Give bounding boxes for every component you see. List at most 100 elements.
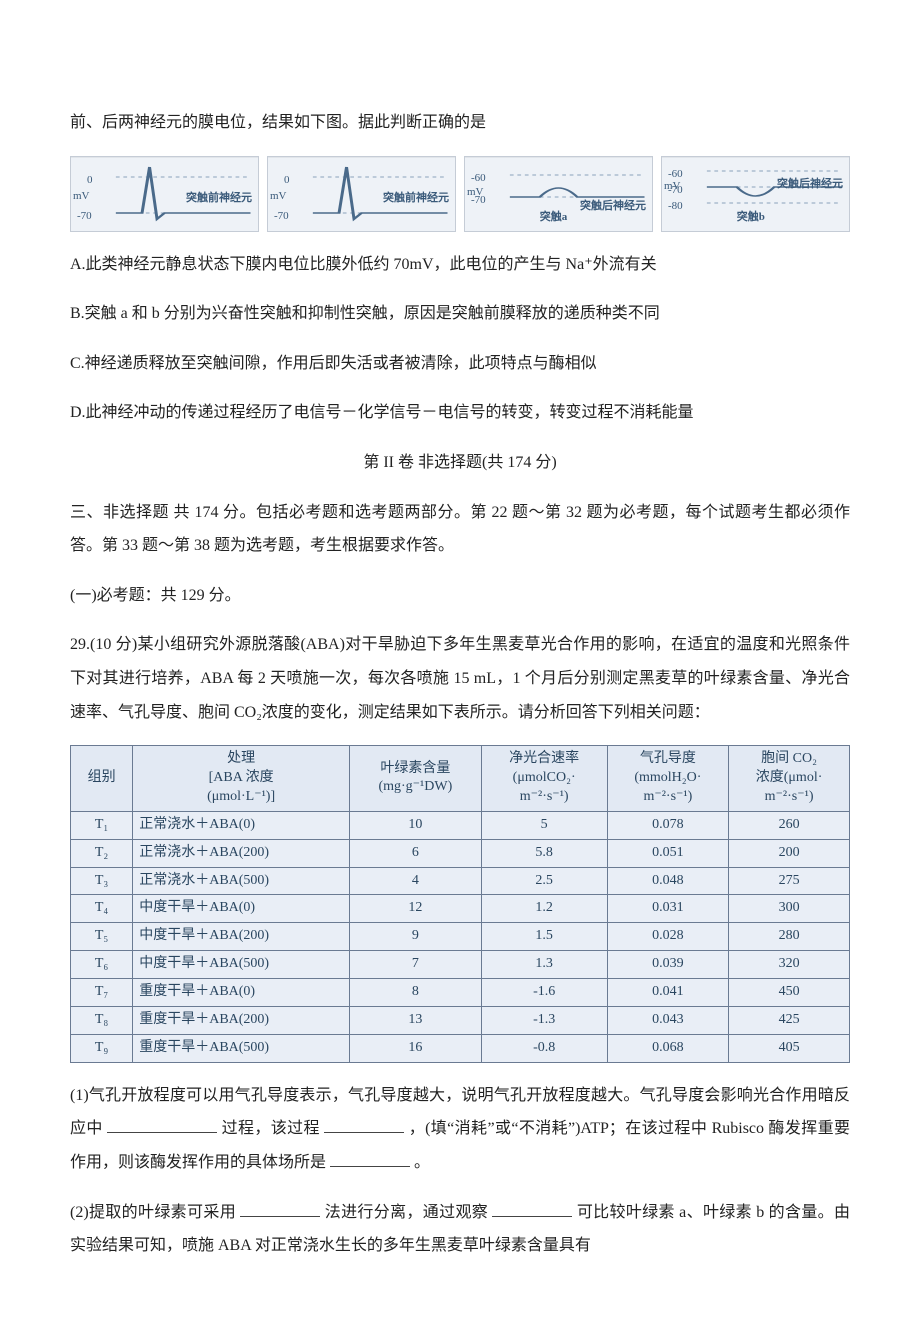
figure-panel-1: 0 mV -70 突触前神经元 — [70, 156, 259, 232]
table-cell: T₃ — [71, 867, 133, 895]
table-row: T₂正常浇水＋ABA(200)65.80.051200 — [71, 839, 850, 867]
table-cell: 320 — [729, 951, 850, 979]
table-cell: 450 — [729, 979, 850, 1007]
table-row: T₄中度干旱＋ABA(0)121.20.031300 — [71, 895, 850, 923]
table-cell: 重度干旱＋ABA(500) — [133, 1034, 350, 1062]
axis-tick: -80 — [668, 195, 683, 218]
table-cell: 0.048 — [607, 867, 729, 895]
table-cell: 6 — [350, 839, 482, 867]
table-cell: -1.3 — [481, 1007, 607, 1035]
table-cell: 13 — [350, 1007, 482, 1035]
table-cell: 0.051 — [607, 839, 729, 867]
th-pn: 净光合速率 (μmolCO₂· m⁻²·s⁻¹) — [481, 746, 607, 812]
table-cell: 275 — [729, 867, 850, 895]
table-cell: 8 — [350, 979, 482, 1007]
data-table: 组别 处理 [ABA 浓度 (μmol·L⁻¹)] 叶绿素含量 (mg·g⁻¹D… — [70, 745, 850, 1063]
table-cell: 正常浇水＋ABA(200) — [133, 839, 350, 867]
table-row: T₇重度干旱＋ABA(0)8-1.60.041450 — [71, 979, 850, 1007]
table-cell: 正常浇水＋ABA(0) — [133, 811, 350, 839]
q29-stem: 29.(10 分)某小组研究外源脱落酸(ABA)对干旱胁迫下多年生黑麦草光合作用… — [70, 628, 850, 729]
table-cell: 2.5 — [481, 867, 607, 895]
table-row: T₁正常浇水＋ABA(0)1050.078260 — [71, 811, 850, 839]
table-cell: 200 — [729, 839, 850, 867]
option-b: B.突触 a 和 b 分别为兴奋性突触和抑制性突触，原因是突触前膜释放的递质种类… — [70, 297, 850, 331]
exam-page: 前、后两神经元的膜电位，结果如下图。据此判断正确的是 0 mV -70 突触前神… — [0, 0, 920, 1339]
blank — [330, 1151, 410, 1167]
table-cell: 405 — [729, 1034, 850, 1062]
th-gs: 气孔导度 (mmolH₂O· m⁻²·s⁻¹) — [607, 746, 729, 812]
figure-panel-3: -60 mV -70 突触后神经元 突触a — [464, 156, 653, 232]
table-cell: 正常浇水＋ABA(500) — [133, 867, 350, 895]
figure-panel-4: -60 mV -70 -80 突触后神经元 突触b — [661, 156, 850, 232]
table-cell: 0.078 — [607, 811, 729, 839]
table-cell: -0.8 — [481, 1034, 607, 1062]
q29-sub1: (1)气孔开放程度可以用气孔导度表示，气孔导度越大，说明气孔开放程度越大。气孔导… — [70, 1079, 850, 1180]
table-row: T₈重度干旱＋ABA(200)13-1.30.043425 — [71, 1007, 850, 1035]
table-cell: 0.041 — [607, 979, 729, 1007]
table-cell: 0.028 — [607, 923, 729, 951]
panel-caption: 突触a — [540, 206, 568, 229]
table-row: T₆中度干旱＋ABA(500)71.30.039320 — [71, 951, 850, 979]
table-cell: 10 — [350, 811, 482, 839]
table-row: T₅中度干旱＋ABA(200)91.50.028280 — [71, 923, 850, 951]
panel-label: 突触后神经元 — [580, 195, 646, 218]
table-cell: T₇ — [71, 979, 133, 1007]
figure-panel-2: 0 mV -70 突触前神经元 — [267, 156, 456, 232]
table-cell: 中度干旱＋ABA(200) — [133, 923, 350, 951]
th-group: 组别 — [71, 746, 133, 812]
table-cell: 425 — [729, 1007, 850, 1035]
table-cell: 280 — [729, 923, 850, 951]
section-2-title: 第 II 卷 非选择题(共 174 分) — [70, 446, 850, 480]
table-cell: 5.8 — [481, 839, 607, 867]
th-treatment: 处理 [ABA 浓度 (μmol·L⁻¹)] — [133, 746, 350, 812]
panel-label: 突触前神经元 — [383, 187, 449, 210]
blank — [107, 1117, 217, 1133]
table-cell: 0.039 — [607, 951, 729, 979]
table-cell: 260 — [729, 811, 850, 839]
table-cell: 0.031 — [607, 895, 729, 923]
panel-label: 突触前神经元 — [186, 187, 252, 210]
axis-tick: -70 — [274, 205, 289, 228]
table-cell: T₈ — [71, 1007, 133, 1035]
table-cell: T₉ — [71, 1034, 133, 1062]
option-c: C.神经递质释放至突触间隙，作用后即失活或者被清除，此项特点与酶相似 — [70, 347, 850, 381]
table-cell: 中度干旱＋ABA(0) — [133, 895, 350, 923]
table-cell: 1.5 — [481, 923, 607, 951]
axis-tick: -70 — [471, 189, 486, 212]
table-cell: T₆ — [71, 951, 133, 979]
table-cell: 7 — [350, 951, 482, 979]
table-body: T₁正常浇水＋ABA(0)1050.078260T₂正常浇水＋ABA(200)6… — [71, 811, 850, 1062]
figure-row: 0 mV -70 突触前神经元 0 mV -70 突触前神经元 -60 — [70, 156, 850, 232]
table-cell: 1.2 — [481, 895, 607, 923]
required-line: (一)必考题：共 129 分。 — [70, 579, 850, 613]
table-cell: 0.043 — [607, 1007, 729, 1035]
table-row: T₉重度干旱＋ABA(500)16-0.80.068405 — [71, 1034, 850, 1062]
section-3-intro: 三、非选择题 共 174 分。包括必考题和选考题两部分。第 22 题～第 32 … — [70, 496, 850, 563]
table-cell: 重度干旱＋ABA(0) — [133, 979, 350, 1007]
table-cell: 300 — [729, 895, 850, 923]
panel-caption: 突触b — [737, 206, 765, 229]
intro-line: 前、后两神经元的膜电位，结果如下图。据此判断正确的是 — [70, 106, 850, 140]
option-d: D.此神经冲动的传递过程经历了电信号－化学信号－电信号的转变，转变过程不消耗能量 — [70, 396, 850, 430]
table-cell: T₅ — [71, 923, 133, 951]
table-cell: 重度干旱＋ABA(200) — [133, 1007, 350, 1035]
table-row: T₃正常浇水＋ABA(500)42.50.048275 — [71, 867, 850, 895]
panel-label: 突触后神经元 — [777, 173, 843, 196]
blank — [492, 1200, 572, 1216]
table-cell: 5 — [481, 811, 607, 839]
blank — [240, 1200, 320, 1216]
table-cell: 中度干旱＋ABA(500) — [133, 951, 350, 979]
table-cell: -1.6 — [481, 979, 607, 1007]
blank — [324, 1117, 404, 1133]
axis-tick: -70 — [77, 205, 92, 228]
table-cell: T₄ — [71, 895, 133, 923]
q29-sub2: (2)提取的叶绿素可采用 法进行分离，通过观察 可比较叶绿素 a、叶绿素 b 的… — [70, 1196, 850, 1263]
table-cell: 12 — [350, 895, 482, 923]
table-cell: T₂ — [71, 839, 133, 867]
table-cell: 9 — [350, 923, 482, 951]
table-cell: T₁ — [71, 811, 133, 839]
th-ci: 胞间 CO₂ 浓度(μmol· m⁻²·s⁻¹) — [729, 746, 850, 812]
table-cell: 16 — [350, 1034, 482, 1062]
table-cell: 1.3 — [481, 951, 607, 979]
option-a: A.此类神经元静息状态下膜内电位比膜外低约 70mV，此电位的产生与 Na⁺外流… — [70, 248, 850, 282]
